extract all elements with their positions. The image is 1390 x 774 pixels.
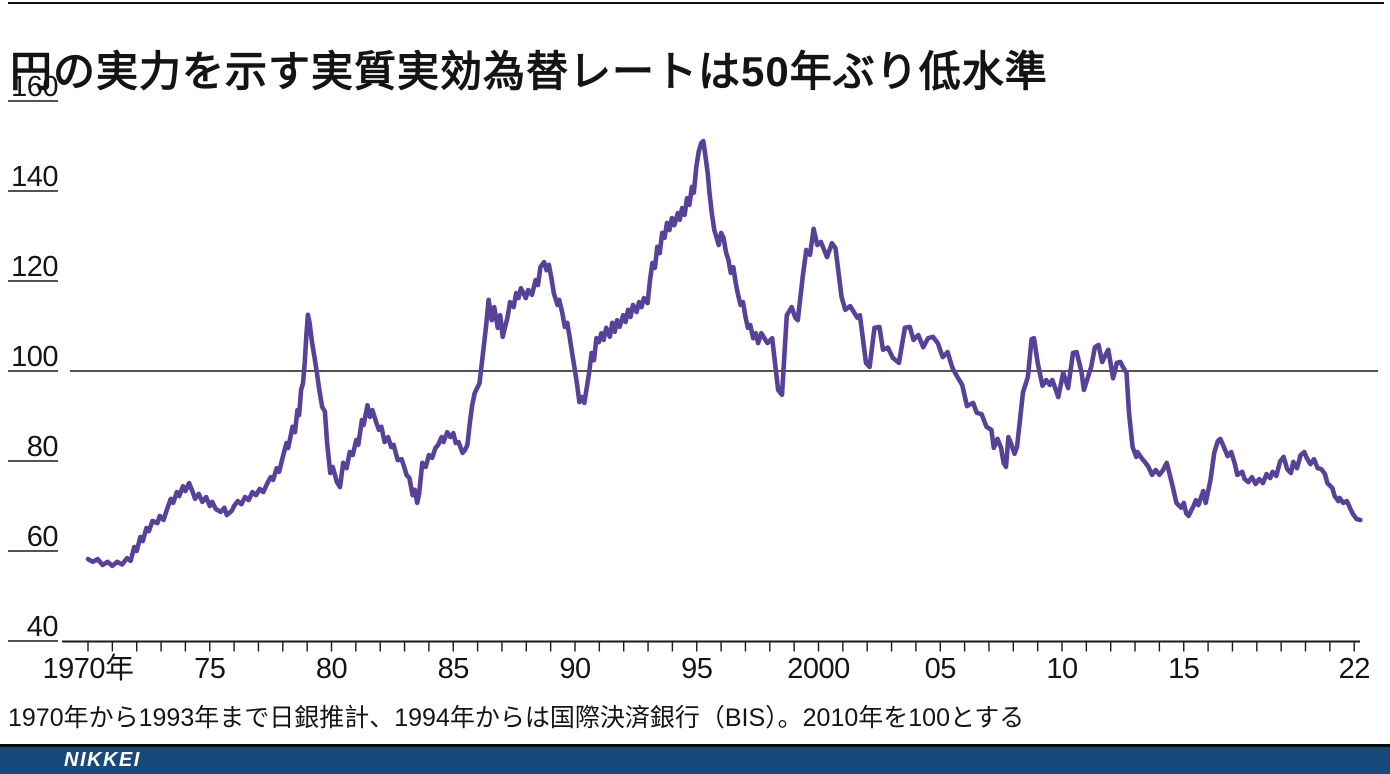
nikkei-logo: NIKKEI <box>64 749 141 771</box>
reer-data-line <box>85 138 1363 569</box>
y-tick-label: 80 <box>27 431 58 463</box>
page-title: 円の実力を示す実質実効為替レートは50年ぶり低水準 <box>10 48 1048 96</box>
source-note: 1970年から1993年まで日銀推計、1994年からは国際決済銀行（BIS）。2… <box>8 704 1025 732</box>
y-tick-label: 120 <box>11 251 58 283</box>
y-tick-label: 100 <box>11 341 58 373</box>
y-tick-label: 160 <box>11 71 58 103</box>
x-tick-label: 15 <box>1168 653 1199 685</box>
x-tick-label: 90 <box>559 653 590 685</box>
x-tick-label: 2000 <box>787 653 850 685</box>
x-tick-label: 80 <box>316 653 347 685</box>
x-tick-label: 1970年 <box>42 652 133 685</box>
x-tick-label: 10 <box>1046 653 1077 685</box>
y-tick-label: 140 <box>11 161 58 193</box>
x-tick-label: 05 <box>925 653 956 685</box>
y-axis: 160 140 120 100 80 60 40 <box>8 71 59 643</box>
y-tick-label: 60 <box>27 521 58 553</box>
brand-bar: NIKKEI <box>0 744 1390 774</box>
top-rule <box>8 2 1384 4</box>
x-tick-label: 22 <box>1339 653 1370 685</box>
y-tick-label: 40 <box>27 611 58 643</box>
x-tick-label: 85 <box>438 653 469 685</box>
x-axis: 1970年 75 80 85 90 95 2000 05 10 15 22 <box>42 640 1370 685</box>
x-tick-label: 75 <box>194 653 225 685</box>
x-tick-label: 95 <box>681 653 712 685</box>
